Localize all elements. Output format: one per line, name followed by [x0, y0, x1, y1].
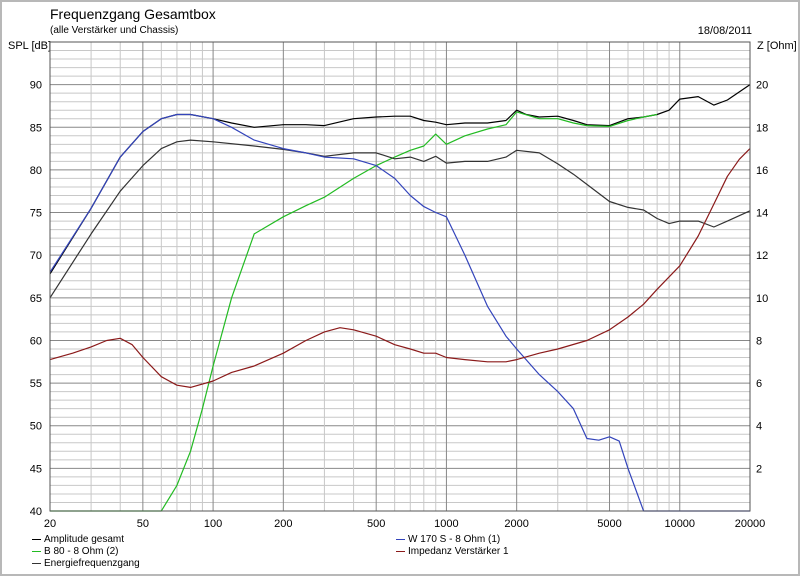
series-line-3: [49, 113, 750, 512]
x-tick-label: 50: [137, 518, 149, 530]
y-tick-label-left: 50: [30, 421, 42, 433]
y-tick-label-right: 12: [756, 250, 768, 262]
y-tick-label-left: 40: [30, 506, 42, 518]
y-tick-label-left: 55: [30, 378, 42, 390]
x-tick-label: 20000: [735, 518, 766, 530]
y-tick-label-right: 14: [756, 208, 768, 220]
chart-subtitle: (alle Verstärker und Chassis): [50, 25, 179, 36]
y-axis-label-right: Z [Ohm]: [757, 40, 797, 52]
y-tick-label-right: 20: [756, 80, 768, 92]
y-tick-label-right: 2: [756, 463, 762, 475]
x-tick-label: 500: [367, 518, 385, 530]
y-tick-label-left: 85: [30, 122, 42, 134]
y-tick-label-right: 16: [756, 165, 768, 177]
y-tick-label-right: 4: [756, 421, 762, 433]
x-tick-label: 20: [44, 518, 56, 530]
y-tick-label-left: 45: [30, 463, 42, 475]
y-tick-label-right: 18: [756, 122, 768, 134]
plot-area: [50, 42, 750, 511]
series-line-2: [49, 139, 751, 299]
y-tick-label-left: 90: [30, 80, 42, 92]
plot-border: [49, 41, 751, 512]
legend-label: W 170 S - 8 Ohm (1): [408, 534, 501, 545]
legend-swatch: [32, 550, 41, 552]
y-tick-label-left: 65: [30, 293, 42, 305]
x-tick-label: 10000: [664, 518, 695, 530]
legend-item: W 170 S - 8 Ohm (1): [396, 534, 500, 546]
legend-item: Impedanz Verstärker 1: [396, 546, 509, 558]
x-tick-label: 100: [204, 518, 222, 530]
y-tick-label-right: 6: [756, 378, 762, 390]
legend-swatch: [32, 562, 41, 564]
y-tick-label-left: 70: [30, 250, 42, 262]
series-line-1: [50, 111, 658, 512]
y-axis-label-left: SPL [dB]: [8, 40, 52, 52]
legend-label: Impedanz Verstärker 1: [408, 546, 509, 557]
legend-item: Energiefrequenzgang: [32, 558, 140, 570]
x-tick-label: 5000: [597, 518, 621, 530]
y-tick-label-left: 75: [30, 208, 42, 220]
x-tick-label: 2000: [504, 518, 528, 530]
series-line-4: [49, 148, 751, 388]
x-tick-label: 1000: [434, 518, 458, 530]
chart-date: 18/08/2011: [697, 25, 752, 37]
y-tick-label-left: 80: [30, 165, 42, 177]
legend-item: Amplitude gesamt: [32, 534, 124, 546]
x-tick-label: 200: [274, 518, 292, 530]
legend-swatch: [396, 550, 405, 552]
legend-swatch: [32, 538, 41, 540]
chart-title: Frequenzgang Gesamtbox: [50, 6, 216, 22]
y-tick-label-right: 10: [756, 293, 768, 305]
legend-swatch: [396, 538, 405, 540]
legend-label: Amplitude gesamt: [44, 534, 125, 545]
y-tick-label-left: 60: [30, 335, 42, 347]
legend-item: B 80 - 8 Ohm (2): [32, 546, 118, 558]
legend-label: B 80 - 8 Ohm (2): [44, 546, 119, 557]
y-tick-label-right: 8: [756, 335, 762, 347]
legend-label: Energiefrequenzgang: [44, 558, 140, 569]
